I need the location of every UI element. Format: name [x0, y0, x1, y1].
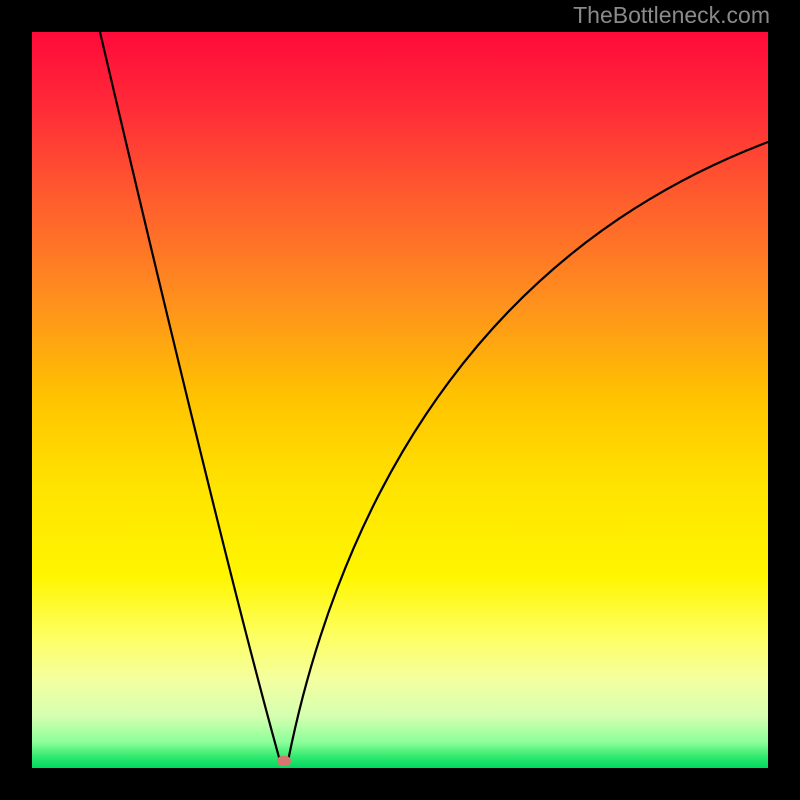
watermark-text: TheBottleneck.com — [573, 2, 770, 29]
plot-area — [32, 32, 768, 768]
optimum-marker — [277, 756, 291, 766]
chart-frame: TheBottleneck.com — [0, 0, 800, 800]
